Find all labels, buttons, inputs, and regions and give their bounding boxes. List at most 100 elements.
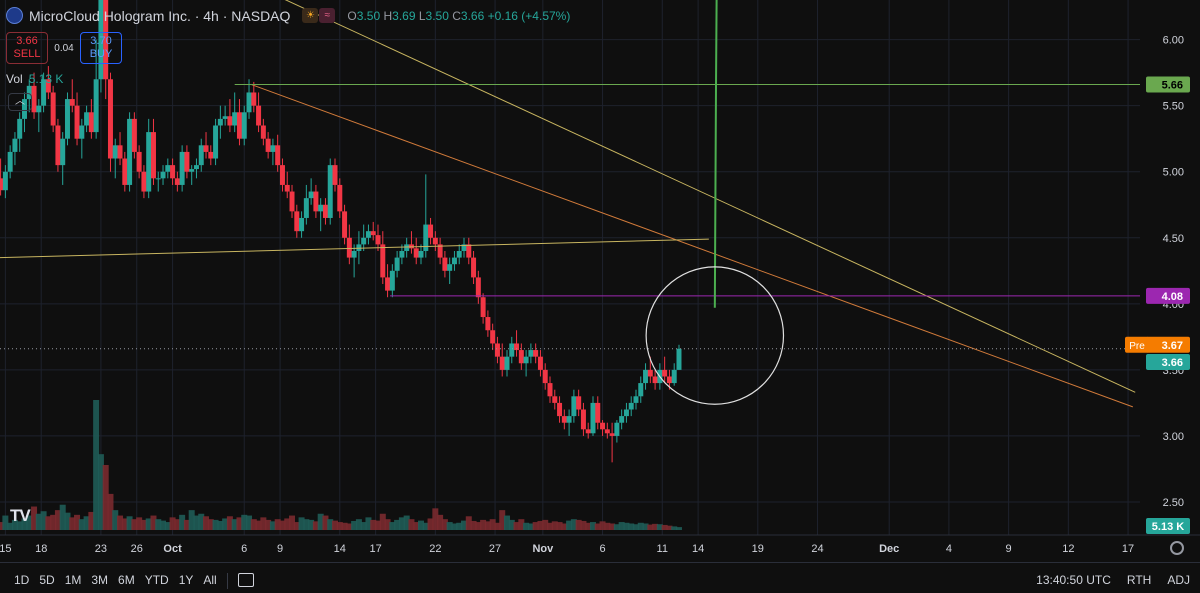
candle <box>17 112 23 152</box>
calendar-icon[interactable] <box>237 573 254 587</box>
candle-body <box>198 145 204 166</box>
price-label-box <box>1146 76 1190 93</box>
timeframe-1y[interactable]: 1Y <box>178 573 194 587</box>
time-tick-label: 17 <box>1122 543 1134 555</box>
price-label-text: 4.08 <box>1162 291 1183 303</box>
candle-body <box>265 138 271 152</box>
clock-time[interactable]: 13:40:50 UTC <box>1036 573 1111 587</box>
ohlc-open: O3.50 <box>347 8 381 23</box>
volume-bar <box>112 510 119 530</box>
chevron-up-icon: ︿ <box>15 96 25 107</box>
candle <box>232 92 238 133</box>
candle-body <box>557 402 563 417</box>
price-tick-label: 6.00 <box>1163 35 1184 47</box>
volume-bar <box>188 510 195 530</box>
status-bar: 13:40:50 UTC RTH ADJ <box>1036 573 1190 587</box>
volume-bar <box>241 514 248 530</box>
tradingview-logo[interactable]: TV <box>10 506 31 525</box>
candle-body <box>88 112 94 133</box>
candle-body <box>576 396 582 410</box>
buy-button[interactable]: 3.70 BUY <box>80 32 122 64</box>
volume-bar <box>637 522 644 530</box>
candle <box>671 363 677 386</box>
volume-bar <box>50 514 57 530</box>
candle <box>318 198 324 232</box>
candle-body <box>494 343 500 357</box>
candle <box>600 420 606 436</box>
sell-button[interactable]: 3.66 SELL <box>6 32 48 64</box>
ohlc-high: H3.69 <box>383 8 416 23</box>
volume-bar <box>475 522 482 530</box>
candle-body <box>84 112 90 126</box>
timeframe-1m[interactable]: 1M <box>64 573 82 587</box>
time-tick-label: 18 <box>35 543 47 555</box>
gear-icon[interactable] <box>1170 541 1184 555</box>
candle-body <box>351 250 357 258</box>
candle-body <box>260 125 266 139</box>
projection-line-green <box>713 0 718 308</box>
market-status[interactable]: ☀ ≈ <box>302 8 336 23</box>
timeframe-5d[interactable]: 5D <box>39 573 55 587</box>
candle-body <box>189 169 195 172</box>
candle-body <box>537 356 543 370</box>
candle <box>136 145 142 179</box>
volume-bar <box>604 522 611 530</box>
volume-bar <box>389 522 396 530</box>
symbol-title[interactable]: MicroCloud Hologram Inc. · 4h · NASDAQ <box>29 7 291 24</box>
volume-bar <box>518 519 525 530</box>
candle <box>471 250 477 285</box>
volume-bar <box>174 519 181 530</box>
ascending-trendline-yellow <box>0 238 709 259</box>
time-tick-label: Oct <box>163 543 182 555</box>
candle <box>217 105 223 139</box>
volume-bar <box>327 519 334 530</box>
candle <box>609 422 615 463</box>
volume-bar <box>198 513 205 530</box>
candle <box>174 171 180 192</box>
candle <box>604 422 610 439</box>
candle-body <box>303 198 309 218</box>
collapse-legend-button[interactable]: ︿ <box>8 93 32 111</box>
ohlc-close: C3.66 <box>452 8 485 23</box>
timeframe-6m[interactable]: 6M <box>118 573 135 587</box>
candle <box>490 323 496 351</box>
session-toggle[interactable]: RTH <box>1126 573 1152 587</box>
candle <box>160 165 166 185</box>
timeframe-all[interactable]: All <box>203 573 217 587</box>
volume-bar <box>169 517 176 530</box>
candle-body <box>146 132 152 192</box>
price-chart[interactable]: 2.503.003.504.004.505.005.506.005.664.08… <box>0 0 1200 562</box>
candle-body <box>103 0 109 80</box>
volume-bar <box>503 515 510 530</box>
candle-body <box>2 171 8 191</box>
volume-bar <box>346 523 353 530</box>
candle-body <box>365 231 371 238</box>
candle-body <box>236 112 242 139</box>
volume-bar <box>69 517 76 530</box>
candle <box>213 118 219 166</box>
candle <box>69 79 75 113</box>
volume-bar <box>446 522 453 530</box>
volume-bar <box>589 522 596 530</box>
candle <box>385 264 391 298</box>
volume-bar <box>499 510 506 530</box>
candle <box>557 396 563 423</box>
candle <box>337 178 343 218</box>
time-tick-label: 14 <box>692 543 704 555</box>
candle <box>222 105 228 126</box>
candle-body <box>447 264 453 271</box>
volume-bar <box>179 514 186 530</box>
timeframe-1d[interactable]: 1D <box>14 573 30 587</box>
volume-bar <box>312 521 319 530</box>
candle <box>614 420 620 443</box>
price-label-box <box>1146 287 1190 304</box>
adjust-toggle[interactable]: ADJ <box>1167 573 1190 587</box>
sun-icon: ☀ <box>302 8 319 23</box>
timeframe-3m[interactable]: 3M <box>91 573 109 587</box>
candle-body <box>647 369 653 377</box>
candle <box>313 184 319 218</box>
timeframe-ytd[interactable]: YTD <box>144 573 169 587</box>
candle <box>155 171 161 192</box>
candle-body <box>284 184 290 192</box>
volume-bar <box>222 518 229 530</box>
